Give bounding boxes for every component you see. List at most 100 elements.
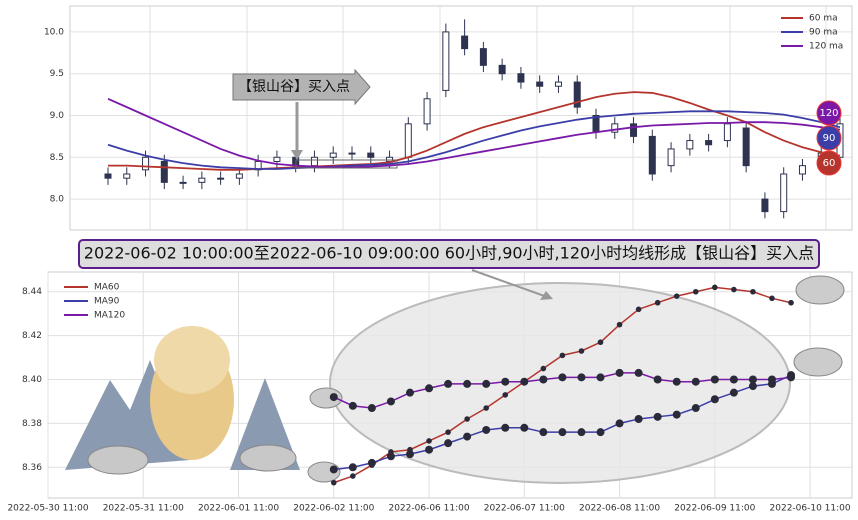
y-tick-label: 8.38	[22, 419, 42, 429]
x-tick-label: 2022-05-31 11:00	[103, 504, 184, 514]
point	[748, 375, 757, 384]
y-tick-label: 9.0	[50, 111, 65, 121]
point	[672, 377, 681, 386]
point	[464, 416, 470, 422]
point	[463, 379, 472, 388]
point	[348, 463, 357, 472]
candle-body	[705, 140, 713, 146]
legend-label: 120 ma	[809, 42, 843, 52]
point	[691, 404, 700, 413]
point	[615, 368, 624, 377]
candle-body	[404, 123, 412, 158]
point	[540, 365, 547, 372]
candle-body	[498, 64, 506, 75]
point	[710, 395, 719, 404]
candle-body	[273, 156, 281, 162]
point	[444, 439, 453, 448]
point	[426, 438, 432, 444]
candle-body	[123, 173, 131, 179]
point	[712, 284, 718, 291]
candle-body	[423, 98, 431, 125]
candle-body	[536, 81, 544, 87]
candle-body	[648, 135, 656, 175]
candle-body	[235, 173, 243, 179]
point	[405, 388, 414, 397]
x-tick-label: 2022-06-02 11:00	[293, 504, 374, 514]
point	[350, 473, 356, 479]
point	[482, 425, 491, 434]
point	[501, 423, 510, 432]
banner	[78, 239, 820, 269]
end-marker-label: 60	[823, 158, 836, 169]
point	[769, 295, 775, 302]
point	[597, 339, 604, 346]
point	[425, 445, 434, 454]
point	[596, 373, 605, 382]
legend-label: MA60	[94, 283, 120, 293]
top-vertical-grid	[149, 6, 827, 230]
candle-body	[742, 127, 750, 167]
ma-line	[107, 97, 841, 169]
point	[788, 299, 794, 306]
ingot	[795, 275, 845, 305]
point	[616, 321, 623, 328]
candle-body	[723, 123, 731, 142]
banner-arrow	[471, 269, 551, 299]
y-tick-label: 8.40	[22, 375, 42, 385]
end-marker-label: 120	[819, 108, 838, 119]
ingot	[309, 387, 343, 409]
point	[386, 397, 395, 406]
y-tick-label: 10.0	[44, 27, 64, 37]
x-tick-label: 2022-06-10 11:00	[770, 504, 851, 514]
point	[767, 375, 776, 384]
end-marker	[816, 100, 842, 126]
point	[653, 412, 662, 421]
point	[729, 388, 738, 397]
x-tick-label: 2022-06-09 11:00	[674, 504, 755, 514]
point	[539, 375, 548, 384]
candle-body	[780, 173, 788, 213]
dog-head	[154, 326, 230, 394]
banner-arrow-head	[540, 291, 553, 300]
y-tick-label: 8.44	[22, 287, 42, 297]
point	[348, 401, 357, 410]
point	[329, 465, 338, 474]
point	[330, 479, 337, 486]
point	[577, 428, 586, 437]
candle-body	[517, 73, 525, 83]
top-frame	[69, 5, 853, 231]
candle-body	[573, 81, 581, 108]
point	[672, 410, 681, 419]
legend-label: MA90	[94, 297, 120, 307]
end-marker	[816, 150, 842, 176]
point	[329, 393, 338, 402]
point	[520, 377, 529, 386]
point	[615, 419, 624, 428]
legend-label: MA120	[94, 311, 125, 321]
point	[691, 377, 700, 386]
valley-box	[295, 159, 398, 169]
candle-body	[630, 123, 638, 137]
point	[748, 382, 757, 391]
point	[425, 384, 434, 393]
candle-body	[160, 160, 168, 183]
point	[729, 375, 738, 384]
candle-body	[479, 48, 487, 66]
point	[578, 348, 585, 354]
y-tick-label: 8.5	[50, 153, 64, 163]
annotation-box	[232, 68, 371, 106]
x-tick-label: 2022-06-08 11:00	[579, 504, 660, 514]
candle-body	[217, 177, 225, 180]
y-tick-label: 8.42	[22, 331, 42, 341]
y-tick-label: 8.0	[50, 195, 65, 205]
point	[483, 405, 489, 411]
candle-body	[198, 177, 206, 183]
point	[653, 375, 662, 384]
point	[405, 450, 414, 459]
x-tick-label: 2022-06-01 11:00	[198, 504, 279, 514]
point	[558, 373, 567, 382]
point	[502, 392, 509, 398]
ingot	[793, 347, 843, 377]
legend-label: 60 ma	[809, 14, 838, 24]
